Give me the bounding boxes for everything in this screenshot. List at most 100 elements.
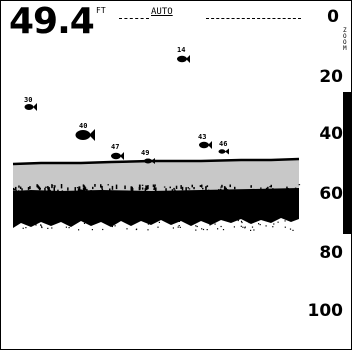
clutter-speck — [140, 218, 142, 220]
clutter-speck — [226, 189, 229, 193]
clutter-speck — [265, 187, 268, 190]
clutter-speck — [191, 184, 193, 188]
clutter-speck — [217, 228, 219, 230]
clutter-speck — [152, 221, 154, 223]
clutter-speck — [126, 228, 128, 230]
clutter-speck — [231, 220, 233, 223]
depth-scale-40: 40 — [319, 124, 343, 144]
clutter-speck — [155, 191, 158, 195]
clutter-speck — [140, 191, 142, 195]
clutter-speck — [240, 225, 242, 227]
clutter-speck — [90, 190, 92, 195]
clutter-speck — [147, 229, 149, 231]
clutter-speck — [35, 224, 37, 226]
clutter-speck — [138, 184, 141, 190]
clutter-speck — [115, 184, 118, 190]
clutter-speck — [179, 226, 181, 228]
clutter-speck — [175, 218, 177, 220]
fish-depth-label: 14 — [177, 46, 186, 54]
clutter-speck — [84, 187, 87, 191]
clutter-speck — [94, 184, 96, 187]
clutter-speck — [111, 225, 113, 228]
zoom-label: ZOOM — [343, 27, 347, 52]
clutter-speck — [297, 190, 299, 195]
clutter-speck — [202, 187, 204, 190]
clutter-speck — [38, 188, 41, 191]
fish-depth-label: 43 — [198, 133, 207, 141]
clutter-speck — [249, 217, 251, 219]
clutter-speck — [147, 222, 149, 224]
clutter-speck — [155, 187, 157, 191]
clutter-speck — [35, 191, 38, 194]
range-mode-label: AUTO — [151, 7, 173, 17]
clutter-speck — [209, 224, 211, 226]
clutter-speck — [283, 190, 286, 193]
clutter-speck — [110, 217, 112, 219]
clutter-speck — [204, 216, 206, 218]
clutter-speck — [291, 217, 293, 219]
clutter-speck — [239, 216, 241, 218]
clutter-speck — [52, 185, 54, 187]
clutter-speck — [288, 188, 290, 192]
clutter-speck — [193, 218, 196, 220]
large-fish-icon — [75, 129, 95, 141]
clutter-speck — [77, 188, 80, 192]
clutter-speck — [144, 190, 147, 193]
depth-readout: 49.4 — [9, 1, 95, 42]
clutter-speck — [153, 185, 156, 190]
clutter-speck — [51, 184, 53, 189]
clutter-speck — [135, 228, 137, 231]
clutter-speck — [238, 191, 240, 195]
clutter-speck — [205, 220, 207, 222]
clutter-speck — [201, 184, 203, 188]
clutter-speck — [68, 227, 70, 229]
clutter-speck — [144, 191, 146, 197]
clutter-speck — [229, 184, 231, 188]
clutter-speck — [258, 223, 260, 225]
clutter-speck — [291, 218, 293, 220]
clutter-speck — [47, 220, 49, 222]
clutter-speck — [182, 216, 184, 218]
clutter-specks — [13, 184, 301, 231]
clutter-speck — [250, 190, 253, 193]
clutter-speck — [41, 226, 43, 229]
depth-scale-100: 100 — [307, 301, 344, 321]
clutter-speck — [187, 187, 189, 189]
clutter-speck — [214, 223, 216, 225]
clutter-speck — [199, 185, 202, 187]
clutter-speck — [244, 227, 246, 229]
clutter-speck — [82, 187, 85, 191]
clutter-speck — [225, 188, 227, 192]
clutter-speck — [284, 188, 286, 191]
clutter-speck — [270, 184, 272, 188]
clutter-speck — [101, 185, 103, 189]
clutter-speck — [112, 191, 114, 197]
clutter-speck — [79, 189, 82, 193]
clutter-speck — [29, 186, 31, 190]
zoom-bar[interactable] — [343, 92, 351, 234]
clutter-speck — [188, 188, 191, 190]
fish-depth-label: 30 — [24, 96, 33, 104]
clutter-speck — [233, 226, 235, 228]
clutter-speck — [178, 220, 180, 222]
clutter-speck — [14, 189, 16, 191]
clutter-speck — [101, 188, 104, 191]
bottom-surface-line — [12, 157, 300, 166]
depth-scale-0: 0 — [327, 7, 339, 27]
clutter-speck — [201, 228, 203, 230]
clutter-speck — [32, 217, 34, 219]
clutter-speck — [284, 220, 286, 222]
clutter-speck — [221, 184, 223, 188]
clutter-speck — [15, 186, 17, 191]
clutter-speck — [213, 190, 215, 192]
clutter-speck — [293, 216, 295, 218]
clutter-speck — [40, 224, 42, 227]
clutter-speck — [191, 219, 193, 221]
clutter-speck — [241, 221, 243, 224]
clutter-speck — [38, 186, 41, 189]
clutter-speck — [195, 229, 197, 231]
clutter-speck — [298, 184, 301, 186]
clutter-speck — [74, 187, 76, 191]
clutter-speck — [171, 223, 173, 225]
